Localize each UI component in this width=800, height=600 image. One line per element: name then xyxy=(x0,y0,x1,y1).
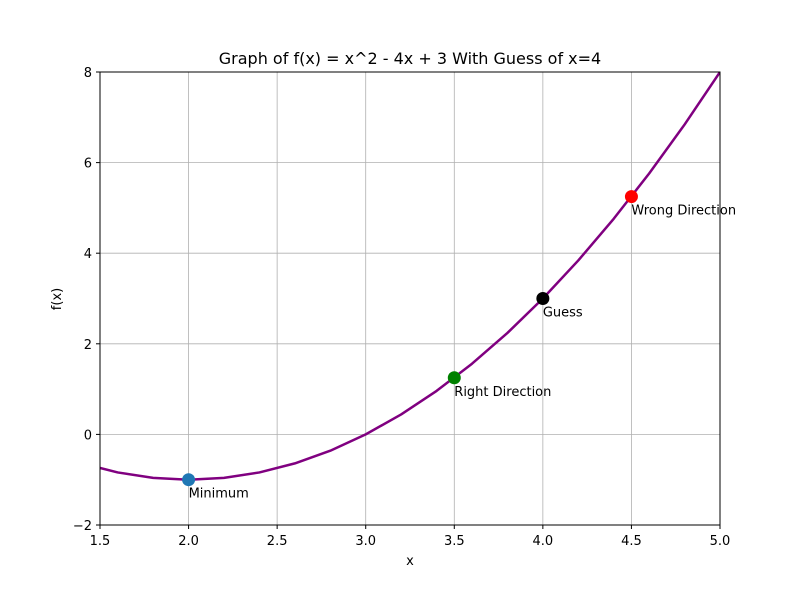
x-tick-label-7: 5.0 xyxy=(710,534,731,549)
y-tick-label-2: 2 xyxy=(84,338,92,353)
x-axis-label: x xyxy=(406,554,414,569)
point-marker-2 xyxy=(536,292,550,305)
x-tick-label-3: 3.0 xyxy=(355,534,376,549)
point-label-0: Minimum xyxy=(189,487,249,502)
x-tick-label-2: 2.5 xyxy=(267,534,288,549)
point-label-1: Right Direction xyxy=(454,385,551,400)
y-tick-label-4: 6 xyxy=(84,157,92,172)
x-tick-label-6: 4.5 xyxy=(621,534,642,549)
point-marker-0 xyxy=(182,473,196,487)
y-ticks: −2 0 2 4 6 8 xyxy=(73,66,100,534)
x-tick-label-4: 3.5 xyxy=(444,534,465,549)
point-label-3: Wrong Direction xyxy=(631,204,736,219)
axes xyxy=(99,71,721,526)
x-tick-label-5: 4.0 xyxy=(533,534,554,549)
point-marker-1 xyxy=(447,371,461,385)
point-marker-3 xyxy=(624,190,638,204)
x-tick-label-0: 1.5 xyxy=(90,534,111,549)
y-tick-label-1: 0 xyxy=(84,428,92,443)
chart-title: Graph of f(x) = x^2 - 4x + 3 With Guess … xyxy=(219,49,601,68)
y-tick-label-3: 4 xyxy=(84,247,92,262)
y-tick-label-0: −2 xyxy=(73,519,92,534)
y-tick-label-5: 8 xyxy=(84,66,92,81)
x-ticks: 1.5 2.0 2.5 3.0 3.5 4.0 4.5 5.0 xyxy=(90,525,731,549)
axes-frame xyxy=(99,71,721,526)
x-tick-label-1: 2.0 xyxy=(178,534,199,549)
highlight-points: Minimum Right Direction Guess Wrong Directi… xyxy=(182,190,736,502)
y-axis-label: f(x) xyxy=(50,288,65,310)
point-label-2: Guess xyxy=(543,306,583,321)
